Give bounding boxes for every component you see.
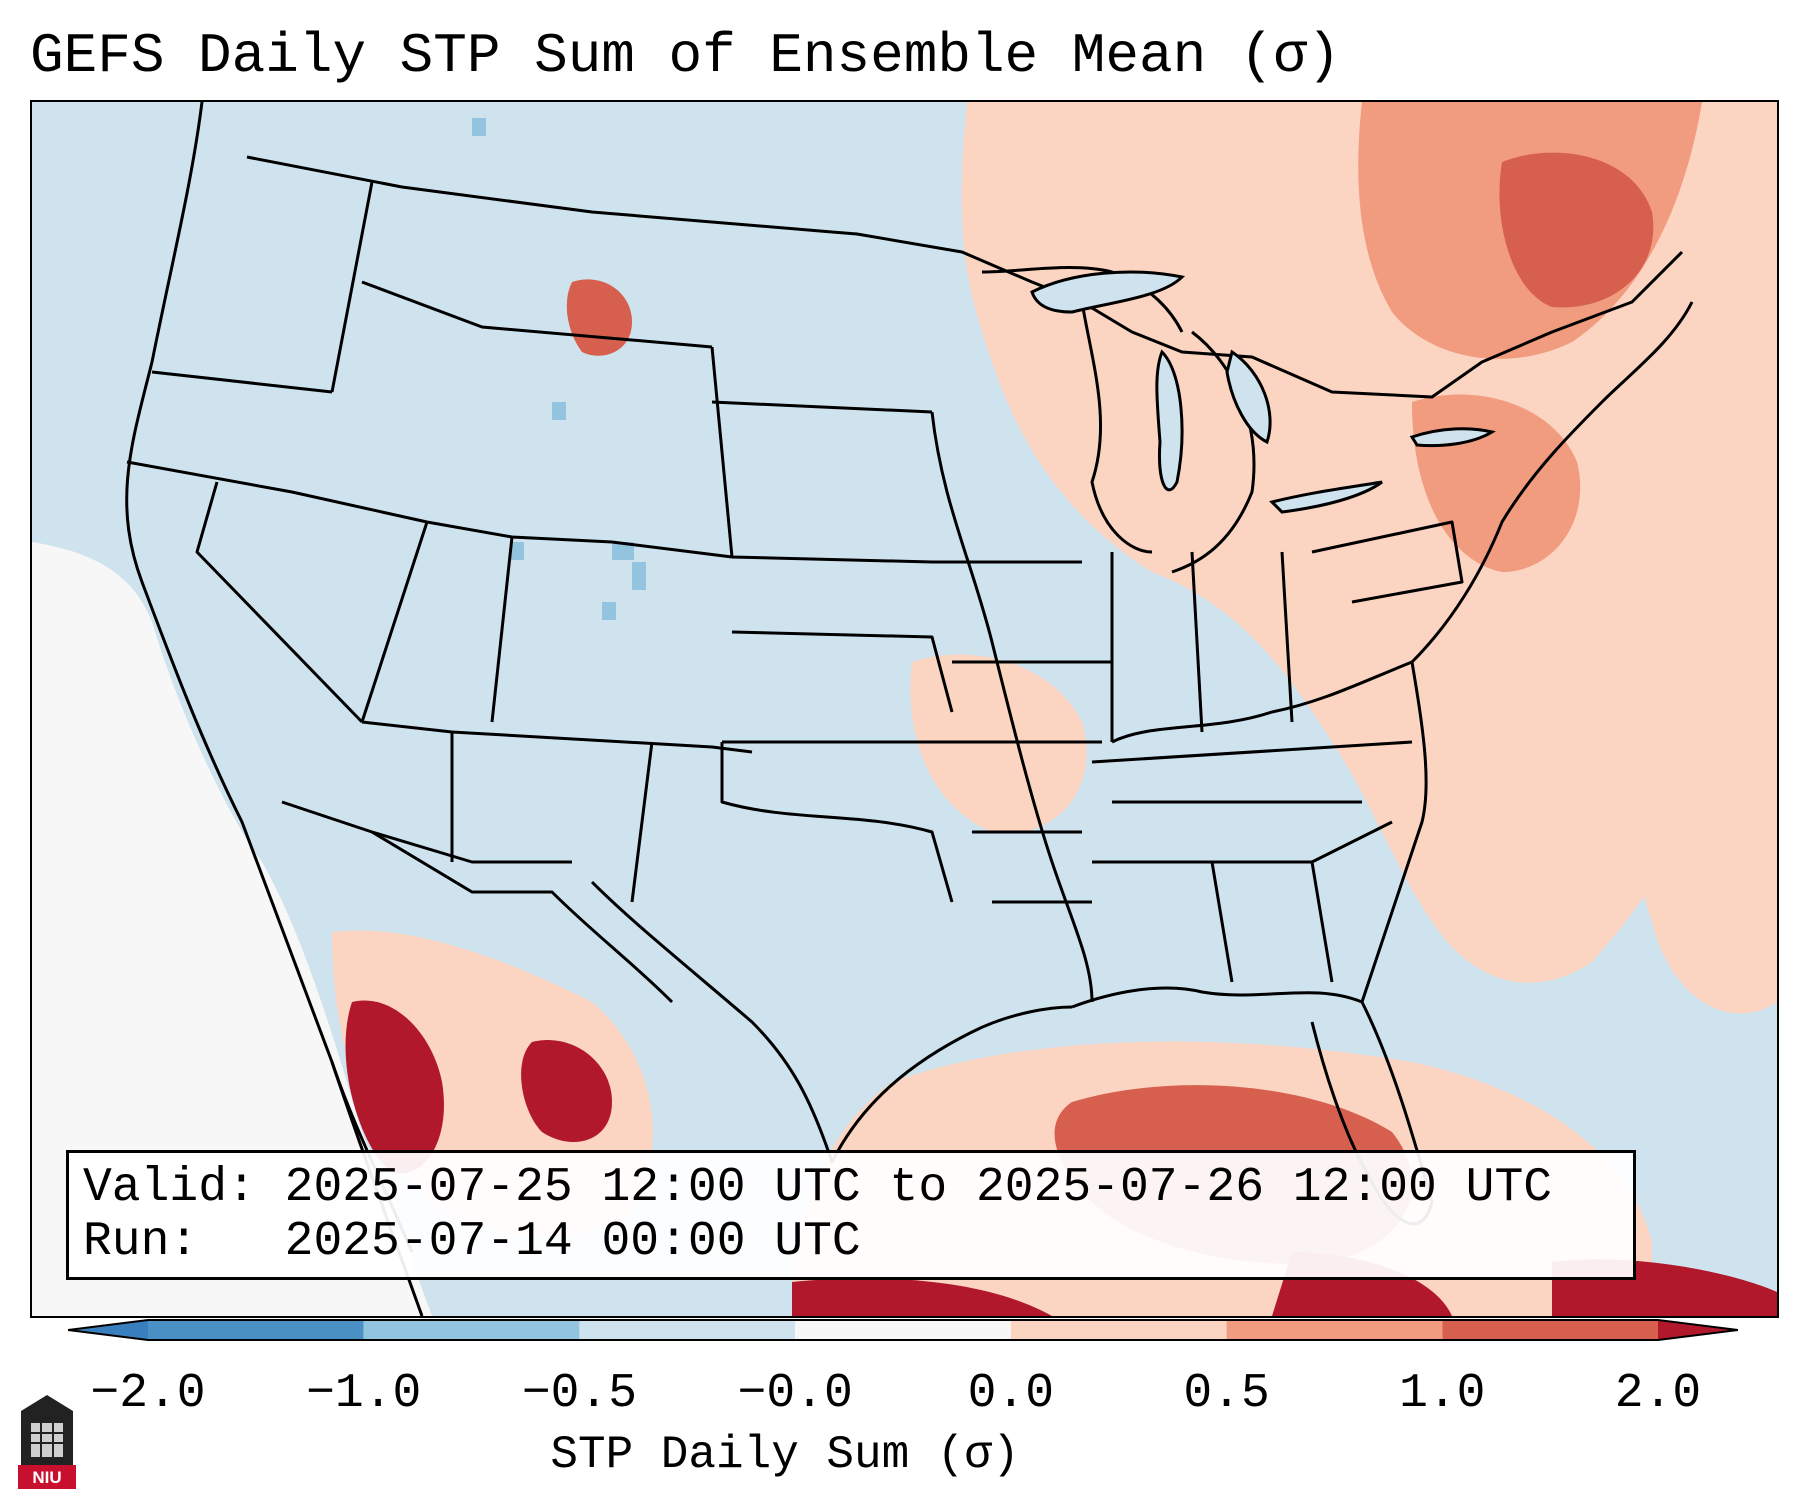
se-coast bbox=[1360, 661, 1428, 1003]
ok-tx bbox=[720, 742, 954, 903]
info-box: Valid: 2025-07-25 12:00 UTC to 2025-07-2… bbox=[66, 1150, 1636, 1280]
mexico-border bbox=[371, 830, 674, 1004]
tn-nc bbox=[1091, 740, 1413, 804]
colorbar-bin bbox=[1442, 1320, 1658, 1340]
plains-anomaly bbox=[910, 654, 1087, 834]
valid-row: Valid: 2025-07-25 12:00 UTC to 2025-07-2… bbox=[83, 1161, 1619, 1215]
run-label: Run: bbox=[83, 1215, 199, 1269]
colorbar-bin bbox=[148, 1320, 364, 1340]
niu-logo: NIU bbox=[18, 1395, 76, 1489]
colorbar-tick-label: 0.0 bbox=[967, 1367, 1055, 1421]
logo-text: NIU bbox=[32, 1468, 61, 1487]
sonora-core bbox=[345, 1000, 444, 1174]
wy-co bbox=[490, 536, 514, 723]
stp-map bbox=[32, 102, 1777, 1316]
colorbar-tick-label: −1.0 bbox=[306, 1367, 422, 1421]
utah-wy bbox=[426, 520, 733, 559]
oregon-california bbox=[126, 460, 428, 524]
idaho-east bbox=[330, 181, 374, 393]
colorbar-tick-label: 1.0 bbox=[1399, 1367, 1486, 1421]
ia-mo bbox=[932, 560, 1112, 664]
run-row: Run: 2025-07-14 00:00 UTC bbox=[83, 1215, 1619, 1269]
az-south bbox=[281, 800, 572, 864]
lake-michigan bbox=[1155, 349, 1184, 492]
colorbar-bin bbox=[795, 1320, 1011, 1340]
canada-us-border bbox=[246, 155, 1684, 399]
colorbar-tick-label: 2.0 bbox=[1614, 1367, 1702, 1421]
valid-label: Valid: bbox=[83, 1161, 256, 1215]
atlantic-coast bbox=[1410, 301, 1694, 664]
colorbar-bin bbox=[1658, 1320, 1738, 1340]
michigan-lower bbox=[1171, 330, 1256, 574]
lake-huron bbox=[1225, 349, 1272, 445]
montana-spot bbox=[566, 279, 632, 356]
colorbar-tick-label: −2.0 bbox=[90, 1367, 206, 1421]
ar-la bbox=[952, 740, 1102, 904]
lake-ontario bbox=[1409, 427, 1496, 448]
colorbar-tick-label: 0.5 bbox=[1183, 1367, 1270, 1421]
southeast bbox=[1092, 820, 1393, 983]
ohio-river bbox=[1111, 660, 1413, 744]
colorbar-tick-label: −0.5 bbox=[521, 1367, 638, 1421]
lake-superior bbox=[1030, 270, 1186, 314]
washington-oregon bbox=[151, 370, 333, 394]
wi-mi bbox=[1080, 301, 1153, 554]
valid-value: 2025-07-25 12:00 UTC to 2025-07-26 12:00… bbox=[284, 1161, 1553, 1215]
colorbar-tick-label: −0.0 bbox=[737, 1367, 853, 1421]
map-panel bbox=[30, 100, 1779, 1318]
az-nm bbox=[361, 720, 753, 754]
montana-south bbox=[361, 280, 713, 349]
colorbar-bin bbox=[68, 1320, 148, 1340]
mississippi bbox=[930, 411, 1094, 1003]
run-value: 2025-07-14 00:00 UTC bbox=[284, 1215, 861, 1269]
chart-title: GEFS Daily STP Sum of Ensemble Mean (σ) bbox=[30, 24, 1341, 88]
colorbar-bin bbox=[579, 1320, 796, 1340]
colorbar-bin bbox=[1226, 1320, 1443, 1340]
dakotas bbox=[710, 346, 933, 564]
colorbar-outline bbox=[68, 1319, 1738, 1341]
colorbar-bin bbox=[1010, 1320, 1227, 1340]
lake-erie bbox=[1269, 480, 1383, 514]
nm-tx bbox=[450, 732, 654, 903]
gulf-coast bbox=[1071, 986, 1363, 1009]
nevada-east bbox=[360, 521, 429, 723]
lakes bbox=[1030, 270, 1496, 514]
quebec-core bbox=[1499, 152, 1654, 308]
negative-anomaly-spots bbox=[472, 118, 646, 620]
southern-edge-core bbox=[792, 1278, 1052, 1316]
colorbar-bin bbox=[363, 1320, 580, 1340]
colorbar bbox=[68, 1319, 1738, 1341]
boundaries bbox=[125, 102, 1694, 1316]
pacific-neutral-region bbox=[32, 542, 432, 1316]
nevada-diag bbox=[195, 481, 364, 724]
ne-ks bbox=[731, 630, 954, 713]
chihuahua-core bbox=[521, 1040, 612, 1142]
il-in-oh bbox=[1110, 551, 1294, 742]
ny-pa bbox=[1311, 520, 1464, 604]
atlantic-anomaly bbox=[1610, 397, 1777, 1014]
colorbar-label: STP Daily Sum (σ) bbox=[550, 1429, 1020, 1481]
